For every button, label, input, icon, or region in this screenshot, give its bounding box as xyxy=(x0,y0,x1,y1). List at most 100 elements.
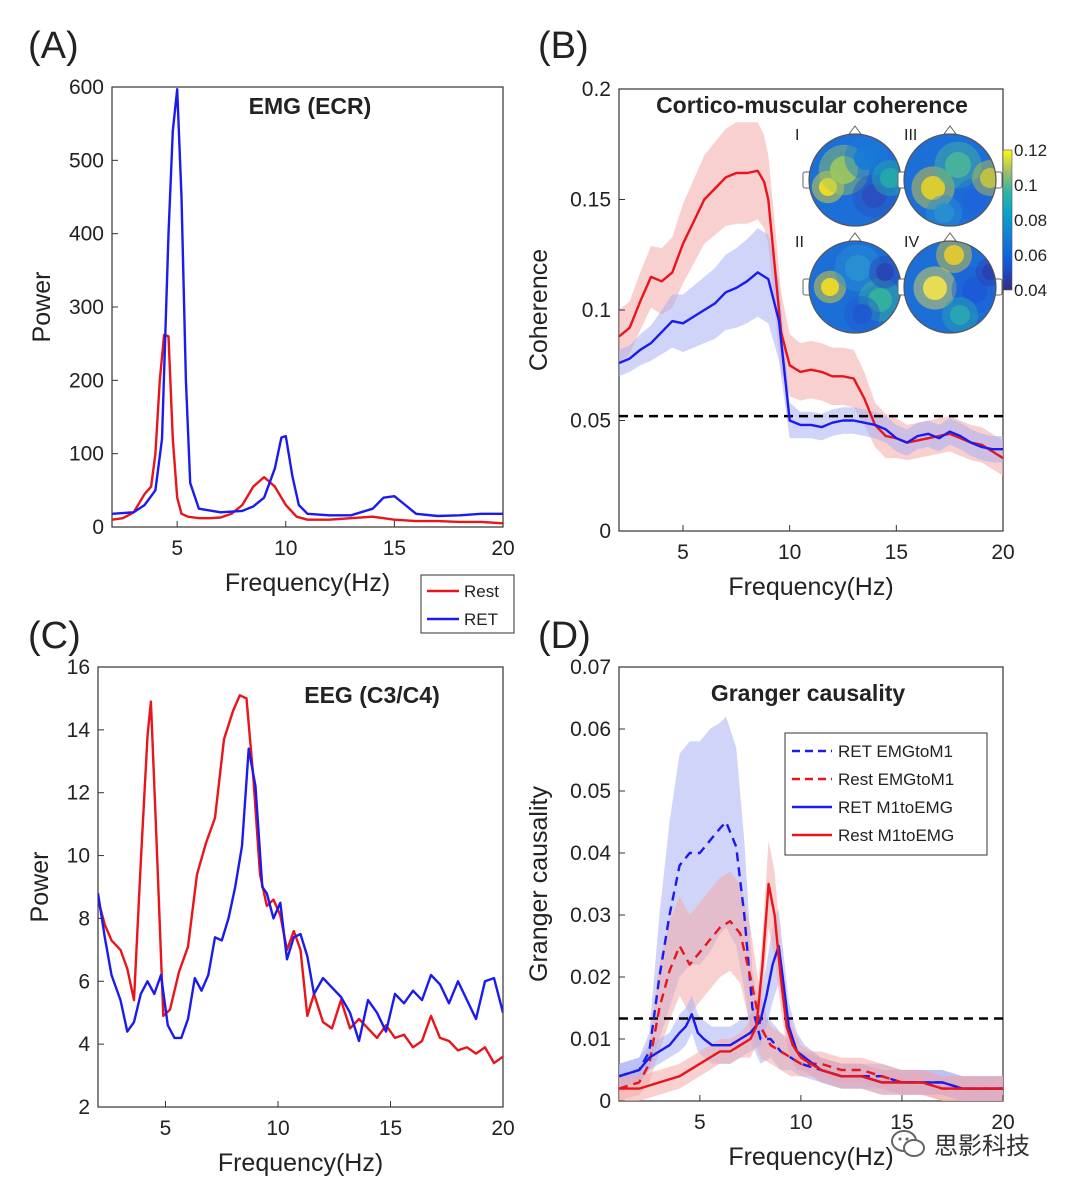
legend-entry: RET xyxy=(464,610,498,629)
colorbar-tick-label: 0.06 xyxy=(1014,246,1047,265)
y-tick-label: 0.04 xyxy=(570,842,611,865)
series-line-ret xyxy=(112,87,503,518)
topomap-blob xyxy=(852,304,872,324)
x-tick-label: 20 xyxy=(991,1111,1014,1134)
topomap-blob xyxy=(830,156,858,184)
topomap-blob xyxy=(963,188,987,212)
x-axis-label: Frequency(Hz) xyxy=(728,1143,893,1171)
axes-box xyxy=(97,666,504,1108)
chart-title: Granger causality xyxy=(711,680,906,706)
error-band xyxy=(619,716,1003,1101)
colorbar xyxy=(1002,149,1013,291)
y-axis-label: Power xyxy=(28,272,56,343)
watermark-text: 思影科技 xyxy=(934,1132,1030,1160)
series-line-ret xyxy=(98,747,503,1043)
y-axis-label: Coherence xyxy=(525,249,553,371)
panel-label: (B) xyxy=(538,25,589,67)
head-outline xyxy=(903,240,997,334)
x-tick-label: 15 xyxy=(383,537,406,560)
topomap-blob xyxy=(950,305,970,325)
legend: RET EMGtoM1 Rest EMGtoM1 RET M1toEMG Rest M… xyxy=(784,732,988,856)
wechat-icon xyxy=(891,1129,925,1157)
topomap-field xyxy=(809,134,901,226)
legend-entry: RET EMGtoM1 xyxy=(838,742,953,761)
y-tick-label: 400 xyxy=(69,223,104,246)
y-tick-label: 0.1 xyxy=(582,299,611,322)
y-tick-label: 0.15 xyxy=(570,189,611,212)
x-tick-label: 10 xyxy=(266,1117,289,1140)
y-tick-label: 0.2 xyxy=(582,78,611,101)
series-line-rest xyxy=(112,333,503,525)
y-axis-label: Power xyxy=(26,852,54,923)
y-tick-label: 0.06 xyxy=(570,718,611,741)
y-tick-label: 12 xyxy=(67,782,90,805)
y-tick-label: 0.05 xyxy=(570,410,611,433)
x-tick-label: 20 xyxy=(491,1117,514,1140)
x-tick-label: 5 xyxy=(677,541,689,564)
topomap-blob xyxy=(862,184,886,208)
x-tick-label: 10 xyxy=(778,541,801,564)
x-axis-label: Frequency(Hz) xyxy=(218,1149,383,1177)
x-tick-label: 5 xyxy=(160,1117,172,1140)
x-tick-label: 15 xyxy=(885,541,908,564)
topomap-blob xyxy=(868,288,892,312)
legend-entry: RET M1toEMG xyxy=(838,798,953,817)
plot-area xyxy=(619,122,1003,476)
y-tick-label: 10 xyxy=(67,845,90,868)
topomap-blob xyxy=(819,178,837,196)
topomap-field xyxy=(809,241,901,333)
series-line-rest-m1toemg xyxy=(619,882,1003,1090)
legend-box xyxy=(420,574,515,634)
panel-label: (A) xyxy=(28,25,79,67)
topomap-head: I xyxy=(795,125,908,227)
y-tick-label: 0 xyxy=(599,520,611,543)
panel-A: (A)5 10 15 200100200300400500600Frequency(H… xyxy=(28,25,515,634)
topomap-blob xyxy=(934,203,954,223)
colorbar-tick-label: 0.04 xyxy=(1014,281,1047,300)
chart-title: EMG (ECR) xyxy=(249,93,372,119)
topomap-blob xyxy=(821,278,839,296)
y-tick-label: 0.03 xyxy=(570,904,611,927)
plot-area xyxy=(98,694,503,1065)
x-tick-label: 15 xyxy=(379,1117,402,1140)
legend-entry: Rest EMGtoM1 xyxy=(838,770,954,789)
error-band xyxy=(619,228,1003,463)
error-band xyxy=(619,871,1003,1101)
panel-label: (C) xyxy=(28,615,81,657)
panel-label: (D) xyxy=(538,615,591,657)
y-tick-label: 2 xyxy=(78,1096,90,1119)
y-tick-label: 8 xyxy=(78,907,90,930)
topomap-blob xyxy=(876,263,894,281)
topomap-blob xyxy=(945,152,971,178)
chart-title: Cortico-muscular coherence xyxy=(656,92,968,118)
y-tick-label: 4 xyxy=(78,1033,90,1056)
topomap-label: IV xyxy=(904,234,919,251)
topomap-blob xyxy=(923,276,947,300)
plot-area xyxy=(619,716,1003,1101)
colorbar-tick-label: 0.12 xyxy=(1014,141,1047,160)
y-tick-label: 6 xyxy=(78,970,90,993)
colorbar-tick-label: 0.1 xyxy=(1014,176,1038,195)
y-tick-label: 16 xyxy=(67,656,90,679)
topomap-head: IV xyxy=(897,232,1003,334)
y-tick-label: 0.05 xyxy=(570,780,611,803)
topomap-blob xyxy=(880,168,900,188)
topomap-field xyxy=(904,241,996,333)
error-band xyxy=(619,122,1003,476)
x-tick-label: 20 xyxy=(991,541,1014,564)
y-tick-label: 14 xyxy=(67,719,91,742)
topomap-label: III xyxy=(904,127,917,144)
legend: Rest RET xyxy=(420,574,515,634)
y-tick-label: 500 xyxy=(69,149,104,172)
y-tick-label: 600 xyxy=(69,76,104,99)
x-tick-label: 20 xyxy=(491,537,514,560)
y-tick-label: 100 xyxy=(69,443,104,466)
watermark: 思影科技 xyxy=(890,1126,1030,1161)
error-band xyxy=(619,840,1003,1101)
y-axis-label: Granger causality xyxy=(525,786,553,982)
colorbar-tick-label: 0.08 xyxy=(1014,211,1047,230)
y-tick-label: 300 xyxy=(69,296,104,319)
legend-entry: Rest M1toEMG xyxy=(838,826,954,845)
